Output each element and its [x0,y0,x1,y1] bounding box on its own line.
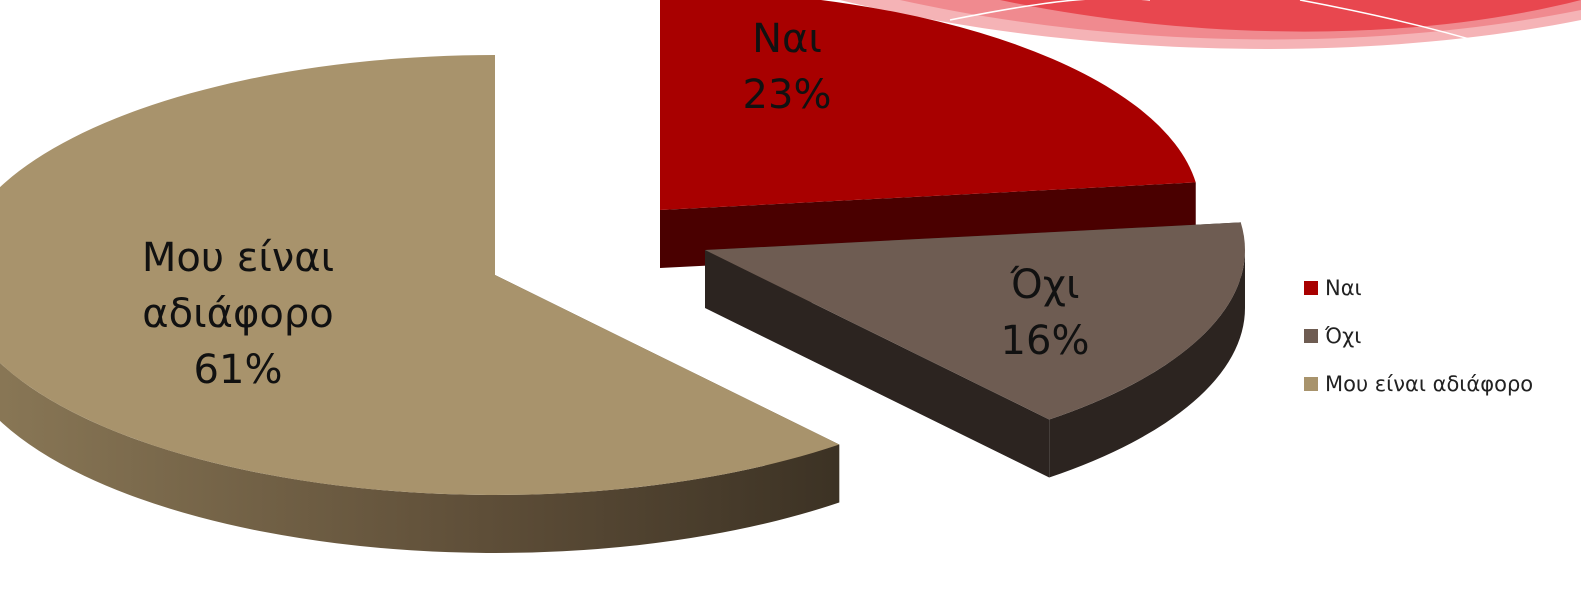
pie-slice-rim [1049,250,1245,478]
pie-slice-rim [0,362,840,553]
legend-item: Μου είναι αδιάφορο [1304,372,1533,396]
slice-labels-layer: Ναι 23% Όχι 16% Μου είναι αδιάφορο 61% [142,16,1090,393]
slice-percent-label: 16% [1001,318,1090,364]
swoosh-line [1299,0,1491,46]
slice-percent-label: 23% [743,72,832,118]
legend-swatch [1304,281,1318,295]
slice-category-label: Ναι [752,16,822,62]
pie-slice-wall [705,250,1050,478]
legend-swatch [1304,377,1318,391]
legend: Ναι Όχι Μου είναι αδιάφορο [1304,276,1533,420]
legend-label: Όχι [1325,324,1362,348]
legend-swatch [1304,329,1318,343]
slice-percent-label: 61% [194,347,283,393]
slices-layer [0,0,1245,553]
legend-item: Ναι [1304,276,1533,300]
slice-category-label: αδιάφορο [142,291,333,337]
pie-slice-3 [0,55,840,495]
swoosh-line [949,0,1150,21]
legend-item: Όχι [1304,324,1533,348]
legend-label: Ναι [1325,276,1362,300]
header-swoosh-decoration [840,0,1581,49]
pie-slice-2 [705,222,1245,420]
pie-slice-1 [660,0,1196,210]
slice-category-label: Όχι [1009,262,1079,308]
slice-category-label: Μου είναι [142,235,334,281]
legend-label: Μου είναι αδιάφορο [1325,372,1534,396]
swoosh-band-dark [1000,0,1581,32]
